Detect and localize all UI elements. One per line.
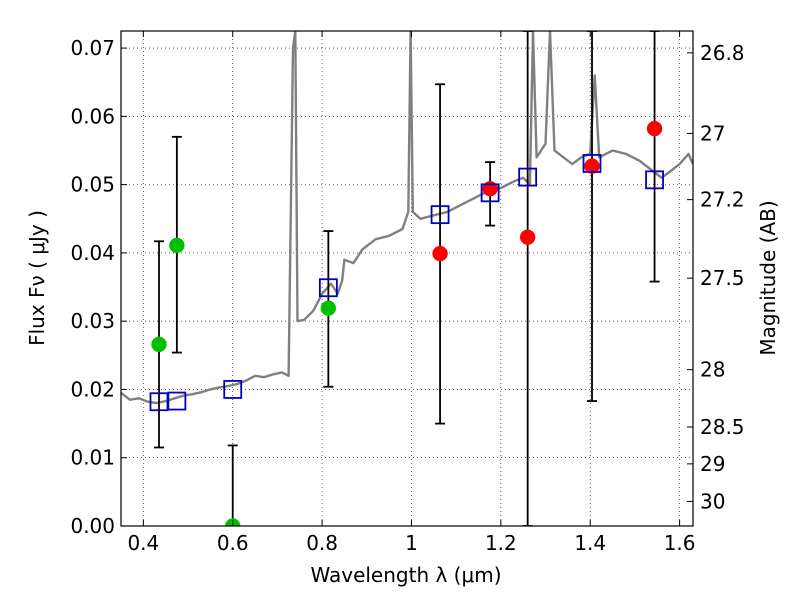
observed-point-green (151, 336, 167, 353)
model-square (318, 278, 338, 298)
observed-point-red (519, 229, 536, 245)
y-tick-label: 0.00 (70, 514, 115, 538)
mag-tick-label: 30 (700, 489, 725, 513)
observed-points-layer (151, 120, 663, 526)
x-tick-label: 1.4 (574, 531, 606, 555)
y-axis-right-label: Magnitude (AB) (756, 200, 780, 355)
y-tick-label: 0.01 (70, 446, 115, 470)
observed-point-red (432, 245, 448, 262)
mag-tick-label: 26.8 (700, 41, 745, 65)
model-square (430, 205, 450, 225)
x-tick-label: 0.4 (127, 531, 159, 555)
observed-point-red (646, 120, 663, 137)
x-tick-label: 1.6 (664, 531, 696, 555)
model-square (518, 167, 538, 187)
x-axis-label: Wavelength λ (μm) (310, 563, 501, 587)
observed-point-green (320, 300, 337, 316)
x-tick-label: 1.2 (485, 531, 517, 555)
x-tick-label: 1 (405, 531, 418, 555)
x-tick-label: 0.6 (217, 531, 249, 555)
model-square (480, 183, 500, 203)
y-tick-label: 0.03 (70, 309, 115, 333)
y-tick-label: 0.02 (70, 377, 115, 401)
mag-tick-label: 27.2 (700, 188, 745, 212)
model-square (645, 170, 664, 190)
mag-tick-label: 28.5 (700, 415, 745, 439)
mag-tick-label: 28 (700, 358, 725, 382)
y-tick-label: 0.05 (70, 173, 115, 197)
observed-point-green (169, 237, 185, 254)
model-square (223, 380, 243, 399)
observed-point-red (584, 158, 600, 174)
axis-ticks: 0.4 0.6 0.8 1 1.2 1.4 1.6 0.00 0.01 0.02 0.03 0.04 0… (70, 31, 745, 555)
mag-tick-label: 29 (700, 452, 725, 476)
y-tick-label: 0.04 (70, 241, 115, 265)
y-tick-label: 0.06 (70, 104, 115, 128)
y-tick-label: 0.07 (70, 36, 115, 60)
model-square (167, 391, 187, 411)
model-square (582, 154, 602, 173)
y-axis-label: Flux Fν ( μJy ) (25, 210, 49, 346)
x-tick-label: 0.8 (306, 531, 338, 555)
mag-tick-label: 27 (700, 121, 725, 145)
mag-tick-label: 27.5 (700, 266, 745, 290)
model-squares-layer (149, 154, 664, 412)
